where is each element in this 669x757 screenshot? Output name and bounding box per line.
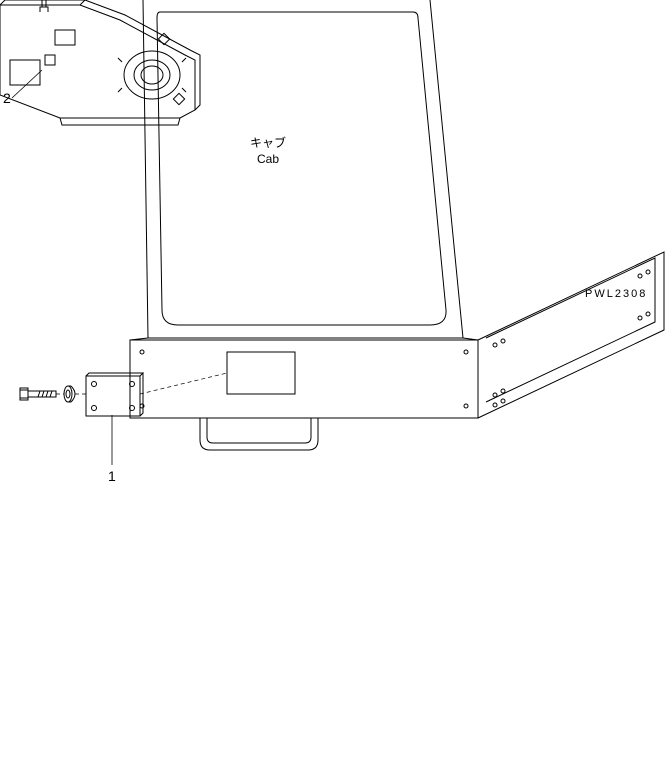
bolt [20,388,56,400]
handle-bar [200,418,318,450]
drawing-id: PWL2308 [585,288,647,300]
technical-diagram: キャブ Cab 2 1 PWL2308 [0,0,669,752]
cover-plate [86,373,143,416]
cab-label-en: Cab [250,152,286,168]
cab-label: キャブ Cab [250,136,286,167]
cab-label-jp: キャブ [250,136,286,152]
callout-1: 1 [108,468,116,484]
washer [64,386,75,402]
base-cabinet [130,252,664,418]
diagram-svg [0,0,669,752]
callout-2: 2 [3,90,11,106]
upper-bracket [0,0,200,125]
